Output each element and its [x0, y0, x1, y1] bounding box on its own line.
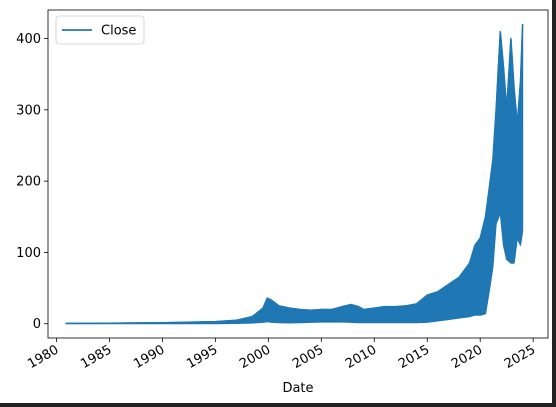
- y-tick-label: 0: [33, 317, 41, 332]
- x-axis: 1980 1985 1990 1995 2000 2005 2010 2015 2020 2025: [25, 338, 538, 372]
- y-tick-label: 400: [16, 32, 41, 47]
- x-tick-label: 2020: [449, 342, 485, 372]
- y-tick-label: 100: [16, 246, 41, 261]
- series-close-envelope: [65, 23, 524, 325]
- x-tick-label: 1995: [184, 342, 220, 372]
- x-tick-label: 1985: [78, 342, 114, 372]
- y-tick-label: 200: [16, 175, 41, 190]
- series-layer: [65, 23, 524, 325]
- y-axis: 0 100 200 300 400: [16, 32, 48, 332]
- x-tick-label: 2015: [396, 342, 432, 372]
- x-tick-label: 2000: [237, 342, 273, 372]
- x-tick-label: 2025: [502, 342, 538, 372]
- legend-entry-close: Close: [101, 24, 136, 39]
- y-tick-label: 300: [16, 103, 41, 118]
- plot-frame: [47, 9, 549, 339]
- x-axis-label: Date: [282, 381, 313, 396]
- x-tick-label: 1980: [25, 342, 61, 372]
- legend: Close: [55, 15, 145, 45]
- series-close-line: [65, 24, 524, 325]
- x-tick-label: 2005: [290, 342, 326, 372]
- legend-box: [55, 15, 145, 45]
- x-tick-label: 1990: [131, 342, 167, 372]
- x-tick-label: 2010: [343, 342, 379, 372]
